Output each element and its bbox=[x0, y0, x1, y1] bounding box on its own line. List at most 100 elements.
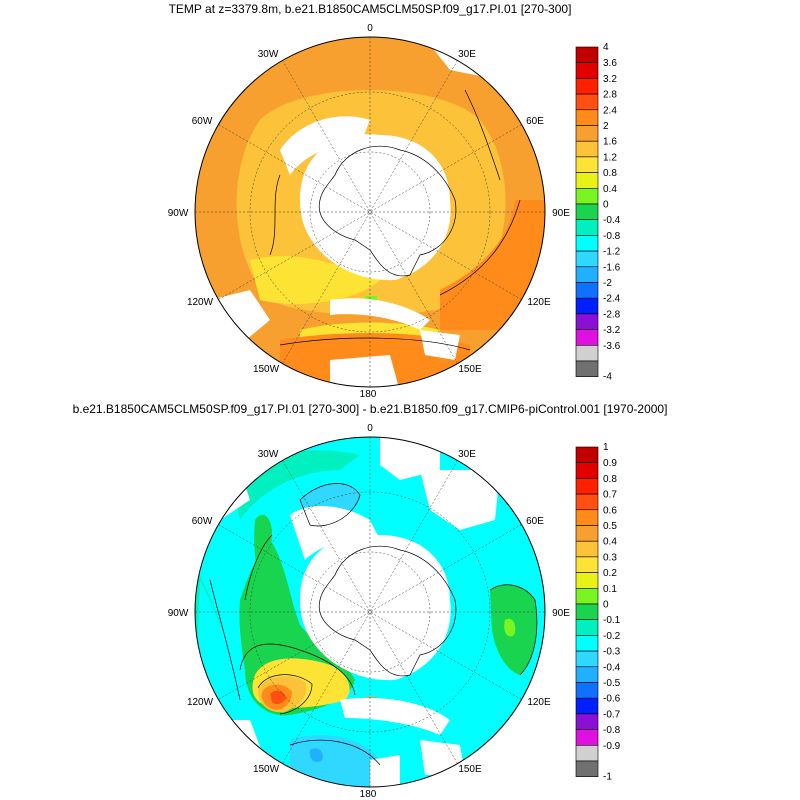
colorbar-swatch bbox=[575, 93, 599, 111]
colorbar-tick-label: -2 bbox=[603, 278, 612, 289]
colorbar-tick-label: -0.5 bbox=[603, 678, 621, 689]
colorbar-swatch bbox=[575, 729, 599, 746]
colorbar-swatch bbox=[575, 109, 599, 126]
panel-bottom-title: b.e21.B1850CAM5CLM50SP.f09_g17.PI.01 [27… bbox=[72, 402, 668, 416]
colorbar-tick-label: 2 bbox=[603, 121, 609, 132]
colorbar-tick-label: 2.8 bbox=[603, 90, 617, 101]
colorbar-tick-label: -0.4 bbox=[603, 662, 621, 673]
colorbar-tick-label: 0.3 bbox=[603, 552, 617, 563]
colorbar-swatch bbox=[575, 682, 599, 699]
colorbar-tick-label: 3.2 bbox=[603, 74, 617, 85]
colorbar-swatch bbox=[575, 697, 599, 715]
lon-label-0: 0 bbox=[367, 23, 373, 34]
colorbar-swatch bbox=[575, 250, 599, 268]
colorbar-tick-label: 0.7 bbox=[603, 490, 617, 501]
colorbar-tick-label: 0.6 bbox=[603, 505, 617, 516]
lon-label-30e: 30E bbox=[458, 49, 476, 60]
colorbar-tick-label: 1.2 bbox=[603, 152, 617, 163]
colorbar-tick-label: -0.9 bbox=[603, 741, 621, 752]
lon-label-30w: 30W bbox=[258, 49, 279, 60]
lon-label-120w: 120W bbox=[187, 297, 214, 308]
colorbar-swatch bbox=[575, 360, 599, 377]
colorbar-tick-label: -0.8 bbox=[603, 725, 621, 736]
colorbar-swatch bbox=[575, 188, 599, 205]
colorbar-swatch bbox=[575, 297, 599, 315]
lon-label-120e: 120E bbox=[527, 297, 551, 308]
colorbar-swatch bbox=[575, 744, 599, 762]
lon-label-150w: 150W bbox=[253, 764, 280, 775]
lon-label-90e: 90E bbox=[552, 608, 570, 619]
colorbar-swatch bbox=[575, 266, 599, 283]
colorbar-swatch bbox=[575, 219, 599, 236]
colorbar-swatch bbox=[575, 509, 599, 526]
colorbar-swatch bbox=[575, 156, 599, 173]
colorbar-tick-label: -4 bbox=[603, 372, 612, 383]
colorbar-swatch bbox=[575, 313, 599, 330]
colorbar-swatch bbox=[575, 525, 599, 542]
colorbar-tick-label: -1.2 bbox=[603, 247, 621, 258]
lon-label-30e: 30E bbox=[458, 449, 476, 460]
colorbar-swatch bbox=[575, 635, 599, 652]
colorbar-swatch bbox=[575, 78, 599, 95]
colorbar-tick-label: -0.3 bbox=[603, 647, 621, 658]
colorbar-tick-label: -0.1 bbox=[603, 615, 621, 626]
colorbar-swatch bbox=[575, 172, 599, 189]
map-bottom-field bbox=[195, 437, 545, 787]
colorbar-swatch bbox=[575, 760, 599, 777]
colorbar-swatch bbox=[575, 235, 599, 252]
map-top: 0 30W 30E 60W 60E 90W 90E 120W 120E 150W… bbox=[168, 23, 571, 400]
lon-label-90w: 90W bbox=[168, 208, 189, 219]
lon-label-90e: 90E bbox=[552, 208, 570, 219]
colorbar-tick-label: 0.9 bbox=[603, 458, 617, 469]
colorbar-swatch bbox=[575, 493, 599, 511]
colorbar-swatch bbox=[575, 140, 599, 158]
colorbar-swatch bbox=[575, 282, 599, 299]
colorbar-tick-label: 0 bbox=[603, 600, 609, 611]
colorbar-swatch bbox=[575, 125, 599, 142]
colorbar-swatch bbox=[575, 587, 599, 605]
lon-label-0: 0 bbox=[367, 423, 373, 434]
colorbar-tick-label: -2.4 bbox=[603, 294, 621, 305]
colorbar-swatch bbox=[575, 650, 599, 668]
colorbar-tick-label: 0.4 bbox=[603, 184, 617, 195]
colorbar-swatch bbox=[575, 666, 599, 683]
colorbar-tick-label: -0.6 bbox=[603, 694, 621, 705]
colorbar-tick-label: -0.4 bbox=[603, 215, 621, 226]
colorbar-tick-label: -1.6 bbox=[603, 262, 621, 273]
colorbar-bottom: 1 0.9 0.8 0.7 0.6 0.5 0.4 0.3 0.2 0.1 0 -0.1 -0.2 -0.… bbox=[575, 442, 621, 783]
lon-label-60e: 60E bbox=[526, 116, 544, 127]
colorbar-swatch bbox=[575, 203, 599, 220]
colorbar-tick-label: -2.8 bbox=[603, 309, 621, 320]
colorbar-tick-label: 2.4 bbox=[603, 105, 617, 116]
map-top-border bbox=[194, 36, 546, 388]
colorbar-tick-label: 3.6 bbox=[603, 58, 617, 69]
colorbar-swatch bbox=[575, 713, 599, 730]
colorbar-swatch bbox=[575, 462, 599, 479]
lon-label-120e: 120E bbox=[527, 697, 551, 708]
colorbar-tick-label: 0.2 bbox=[603, 568, 617, 579]
lon-label-150e: 150E bbox=[458, 764, 482, 775]
colorbar-top: 4 3.6 3.2 2.8 2.4 2 1.6 1.2 0.8 0.4 0 -0.4 -0.8 -1.2 -… bbox=[575, 42, 621, 383]
colorbar-tick-label: 1.6 bbox=[603, 137, 617, 148]
lon-label-180: 180 bbox=[360, 789, 377, 800]
map-bottom-border bbox=[194, 436, 546, 788]
lon-label-60w: 60W bbox=[192, 516, 213, 527]
panel-top-title: TEMP at z=3379.8m, b.e21.B1850CAM5CLM50S… bbox=[168, 2, 572, 16]
colorbar-tick-label: 4 bbox=[603, 42, 609, 53]
lon-label-60e: 60E bbox=[526, 516, 544, 527]
map-bottom: 0 30W 30E 60W 60E 90W 90E 120W 120E 150W… bbox=[168, 423, 571, 800]
colorbar-tick-label: 0.5 bbox=[603, 521, 617, 532]
colorbar-tick-label: -3.2 bbox=[603, 325, 621, 336]
colorbar-tick-label: 0.8 bbox=[603, 474, 617, 485]
colorbar-tick-label: -0.2 bbox=[603, 631, 621, 642]
colorbar-swatch bbox=[575, 62, 599, 79]
colorbar-tick-label: -1 bbox=[603, 772, 612, 783]
colorbar-swatch bbox=[575, 540, 599, 558]
lon-label-150w: 150W bbox=[253, 364, 280, 375]
colorbar-tick-label: 0.4 bbox=[603, 537, 617, 548]
colorbar-swatch bbox=[575, 46, 599, 63]
lon-label-150e: 150E bbox=[458, 364, 482, 375]
colorbar-swatch bbox=[575, 556, 599, 573]
colorbar-swatch bbox=[575, 478, 599, 495]
map-top-field bbox=[195, 37, 545, 387]
